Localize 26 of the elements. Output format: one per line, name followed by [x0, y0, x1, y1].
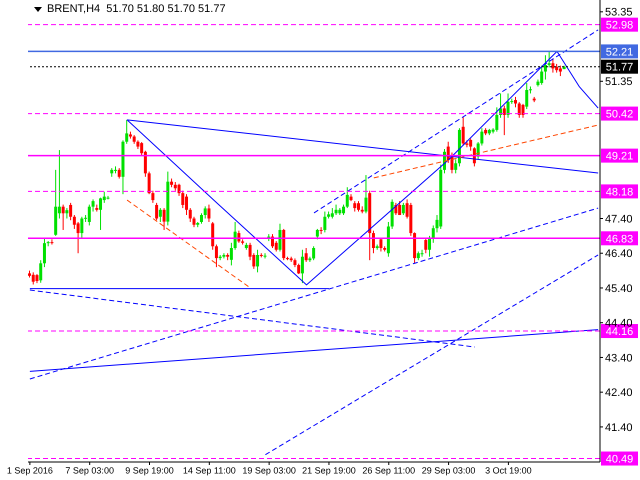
y-tick-label: 42.40	[605, 387, 633, 400]
y-tick-label: 43.40	[605, 352, 633, 364]
y-tick-label: 47.40	[605, 213, 633, 226]
ref-line-label: 46.83	[606, 233, 634, 246]
y-tick-label: 53.35	[605, 6, 633, 19]
ref-line-label: 52.21	[606, 46, 634, 58]
x-tick-label: 29 Sep 03:00	[422, 465, 476, 476]
y-tick-label: 45.40	[605, 282, 633, 295]
x-tick-label: 3 Oct 19:00	[485, 465, 532, 476]
ref-line-label: 52.98	[606, 20, 634, 32]
ref-line-label: 49.21	[606, 150, 634, 163]
x-tick-label: 1 Sep 2016	[6, 465, 53, 476]
ref-line-label: 50.42	[606, 108, 634, 121]
ref-line-label: 51.77	[606, 62, 634, 74]
chart-title: BRENT,H4 51.70 51.80 51.70 51.77	[47, 3, 226, 15]
y-tick-label: 51.35	[605, 76, 633, 88]
x-tick-label: 26 Sep 11:00	[362, 465, 416, 476]
ref-line-label: 40.49	[606, 454, 634, 466]
x-tick-label: 7 Sep 03:00	[65, 465, 114, 476]
ref-line-label: 48.18	[606, 186, 634, 198]
x-tick-label: 14 Sep 11:00	[182, 465, 236, 476]
x-tick-label: 21 Sep 19:00	[302, 465, 356, 476]
y-tick-label: 46.40	[605, 248, 633, 260]
x-tick-label: 9 Sep 19:00	[125, 465, 174, 476]
y-tick-label: 41.40	[605, 422, 633, 434]
x-tick-label: 19 Sep 03:00	[242, 465, 296, 476]
